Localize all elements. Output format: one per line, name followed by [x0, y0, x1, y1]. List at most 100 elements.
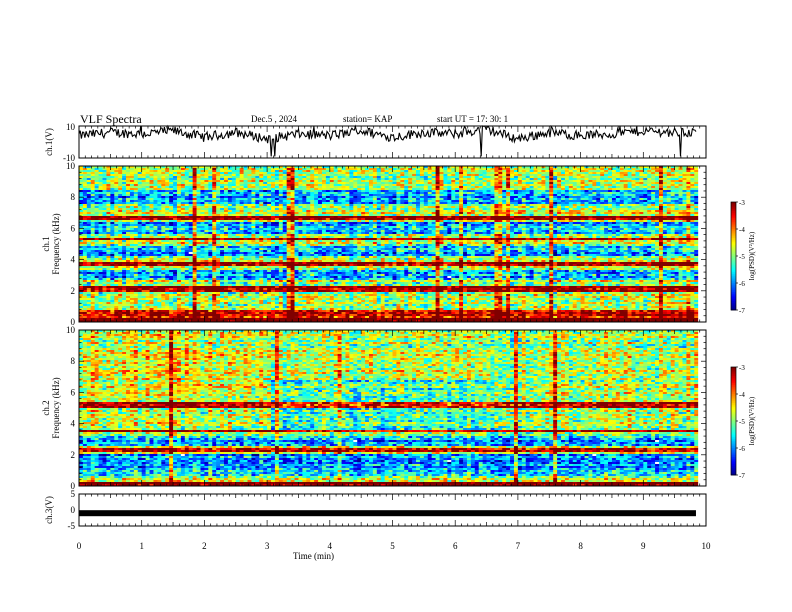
spectrogram-cell: [239, 200, 244, 203]
spectrogram-cell: [271, 184, 276, 187]
spectrogram-cell: [596, 186, 601, 189]
spectrogram-cell: [431, 184, 437, 187]
spectrogram-cell: [141, 198, 147, 201]
spectrogram-cell: [235, 200, 241, 203]
spectrogram-cell: [251, 176, 256, 179]
spectrogram-cell: [521, 178, 527, 181]
spectrogram-cell: [529, 174, 534, 177]
spectrogram-cell: [455, 172, 460, 175]
spectrogram-cell: [165, 166, 170, 169]
spectrogram-cell: [192, 196, 197, 199]
spectrogram-cell: [259, 168, 264, 171]
spectrogram-cell: [486, 202, 491, 205]
spectrogram-cell: [161, 182, 166, 185]
spectrogram-cell: [416, 166, 421, 169]
spectrogram-cell: [314, 188, 319, 191]
spectrogram-cell: [333, 190, 339, 193]
spectrogram-cell: [541, 180, 546, 183]
spectrogram-cell: [282, 176, 288, 179]
spectrogram-cell: [321, 210, 327, 213]
spectrogram-cell: [341, 180, 346, 183]
spectrogram-cell: [690, 170, 695, 173]
spectrogram-cell: [678, 198, 683, 201]
spectrogram-cell: [267, 172, 272, 175]
spectrogram-cell: [627, 204, 632, 207]
spectrogram-cell: [482, 184, 487, 187]
spectrogram-cell: [196, 200, 201, 203]
spectrogram-cell: [498, 204, 503, 207]
spectrogram-cell: [459, 178, 464, 181]
spectrogram-cell: [568, 182, 574, 185]
spectrogram-cell: [513, 188, 519, 191]
spectrogram-cell: [274, 198, 280, 201]
spectrogram-cell: [451, 198, 456, 201]
spectrogram-cell: [282, 208, 288, 211]
spectrogram-cell: [176, 202, 182, 205]
spectrogram-cell: [357, 166, 362, 169]
spectrogram-cell: [517, 192, 523, 195]
spectrogram-cell: [200, 204, 205, 207]
spectrogram-cell: [666, 170, 672, 173]
spectrogram-cell: [90, 172, 96, 175]
spectrogram-cell: [235, 202, 241, 205]
spectrogram-cell: [114, 174, 119, 177]
spectrogram-cell: [506, 166, 511, 169]
spectrogram-cell: [474, 182, 480, 185]
spectrogram-cell: [310, 210, 315, 213]
spectrogram-cell: [298, 192, 303, 195]
spectrogram-cell: [357, 172, 362, 175]
spectrogram-cell: [318, 186, 323, 189]
spectrogram-cell: [682, 176, 687, 179]
spectrogram-cell: [173, 190, 178, 193]
spectrogram-cell: [176, 184, 182, 187]
spectrogram-cell: [231, 184, 237, 187]
spectrogram-cell: [396, 206, 401, 209]
spectrogram-cell: [388, 184, 393, 187]
spectrogram-cell: [114, 172, 119, 175]
spectrogram-cell: [176, 168, 182, 171]
spectrogram-cell: [192, 208, 197, 211]
spectrogram-cell: [474, 168, 480, 171]
spectrogram-cell: [647, 202, 652, 205]
spectrogram-cell: [439, 170, 444, 173]
spectrogram-cell: [396, 208, 401, 211]
spectrogram-cell: [506, 200, 511, 203]
spectrogram-cell: [584, 186, 589, 189]
spectrogram-cell: [525, 190, 531, 193]
spectrogram-cell: [466, 204, 472, 207]
spectrogram-cell: [682, 206, 687, 209]
spectrogram-cell: [662, 192, 668, 195]
spectrogram-cell: [329, 172, 335, 175]
spectrogram-cell: [690, 176, 695, 179]
spectrogram-cell: [592, 172, 597, 175]
spectrogram-cell: [392, 194, 397, 197]
spectrogram-cell: [306, 178, 311, 181]
spectrogram-cell: [647, 180, 652, 183]
spectrogram-cell: [435, 190, 440, 193]
spectrogram-cell: [702, 176, 707, 179]
spectrogram-cell: [619, 170, 625, 173]
spectrogram-cell: [345, 196, 350, 199]
spectrogram-cell: [651, 202, 656, 205]
spectrogram-cell: [584, 198, 589, 201]
spectrogram-cell: [517, 174, 523, 177]
spectrogram-cell: [506, 196, 511, 199]
spectrogram-cell: [361, 204, 366, 207]
spectrogram-cell: [529, 202, 534, 205]
spectrogram-cell: [149, 204, 154, 207]
spectrogram-cell: [635, 174, 640, 177]
spectrogram-cell: [290, 176, 295, 179]
spectrogram-cell: [702, 168, 707, 171]
spectrogram-cell: [400, 170, 405, 173]
spectrogram-cell: [674, 184, 679, 187]
spectrogram-cell: [580, 202, 585, 205]
spectrogram-cell: [251, 170, 256, 173]
spectrogram-cell: [133, 204, 139, 207]
spectrogram-cell: [604, 176, 609, 179]
spectrogram-cell: [431, 176, 437, 179]
spectrogram-cell: [298, 172, 303, 175]
spectrogram-cell: [98, 210, 103, 213]
spectrogram-cell: [204, 168, 209, 171]
spectrogram-cell: [690, 174, 695, 177]
spectrogram-cell: [400, 184, 405, 187]
